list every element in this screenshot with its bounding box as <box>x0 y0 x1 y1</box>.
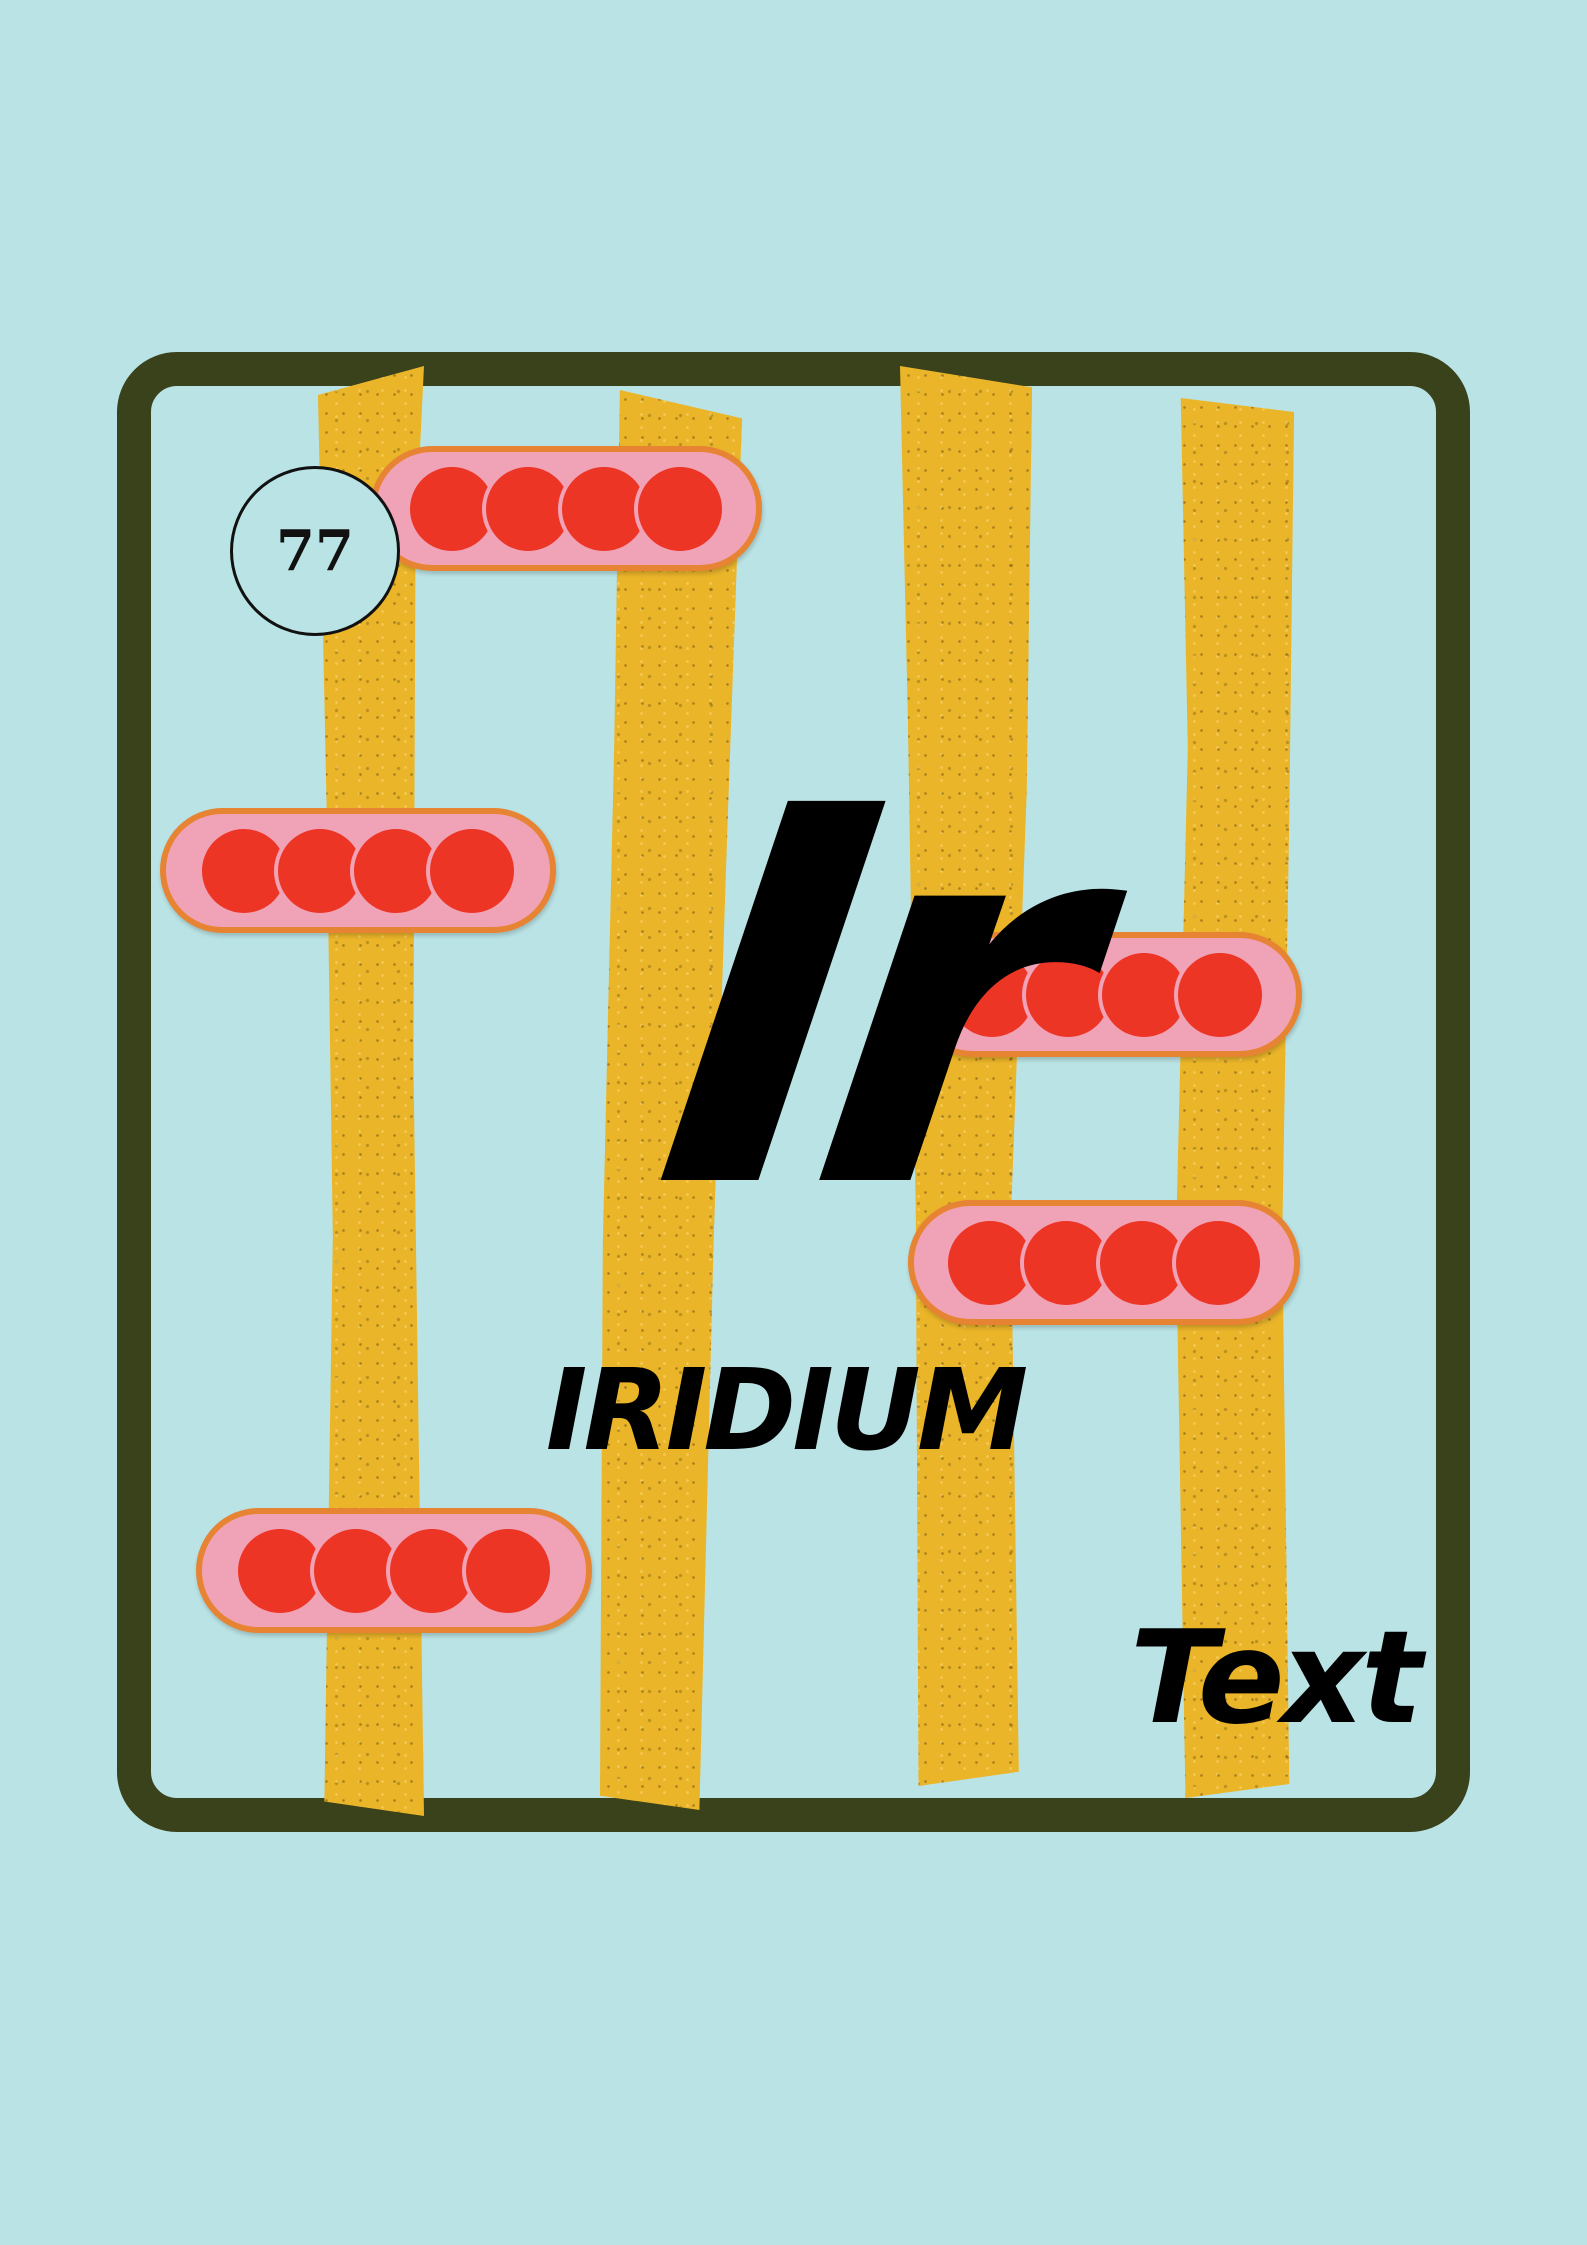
element-name: IRIDIUM <box>545 1346 1029 1476</box>
bead-group-2 <box>160 808 556 933</box>
bead-group-4 <box>908 1200 1300 1325</box>
rod-2 <box>600 390 742 1810</box>
caption-text: Text <box>1130 1604 1422 1753</box>
bead-group-1 <box>370 446 762 571</box>
bead-group-3 <box>910 932 1302 1057</box>
atomic-number: 77 <box>276 518 354 584</box>
atomic-number-badge: 77 <box>230 466 400 636</box>
bead-group-5 <box>196 1508 592 1633</box>
rod-4 <box>1176 398 1294 1798</box>
element-symbol: Ir <box>632 697 1088 1303</box>
rod-3 <box>900 366 1032 1786</box>
